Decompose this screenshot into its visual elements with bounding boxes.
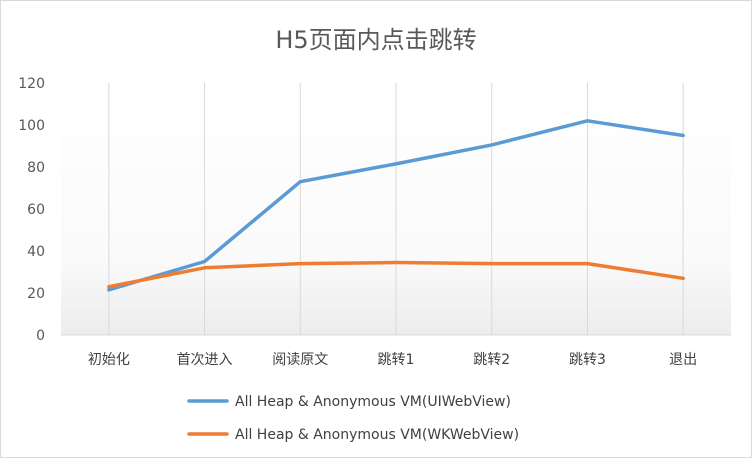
y-tick-label: 20 xyxy=(27,286,45,302)
y-tick-label: 0 xyxy=(36,328,45,344)
legend: All Heap & Anonymous VM(UIWebView) All He… xyxy=(187,394,519,443)
x-category-label: 跳转3 xyxy=(569,352,606,368)
data-point xyxy=(203,260,207,263)
x-category-label: 初始化 xyxy=(88,351,130,368)
x-category-label: 阅读原文 xyxy=(272,351,328,368)
data-point xyxy=(107,288,111,292)
data-point xyxy=(394,162,398,166)
x-axis-categories: 初始化 首次进入 阅读原文 跳转1 跳转2 跳转3 退出 xyxy=(88,351,697,368)
x-category-label: 跳转2 xyxy=(473,352,510,368)
data-point xyxy=(681,276,685,280)
y-tick-label: 80 xyxy=(27,160,45,176)
x-category-label: 首次进入 xyxy=(177,352,233,368)
data-point xyxy=(585,119,589,123)
data-point xyxy=(681,134,685,137)
legend-label: All Heap & Anonymous VM(UIWebView) xyxy=(235,394,511,410)
y-axis-ticks: 0 20 40 60 80 100 120 xyxy=(18,76,45,344)
y-tick-label: 40 xyxy=(27,244,45,260)
y-tick-label: 60 xyxy=(27,202,45,218)
y-tick-label: 120 xyxy=(18,76,45,92)
data-point xyxy=(490,143,494,147)
data-point xyxy=(298,262,302,266)
chart-title: H5页面内点击跳转 xyxy=(275,26,476,54)
legend-label: All Heap & Anonymous VM(WKWebView) xyxy=(235,427,519,443)
data-point xyxy=(203,266,207,270)
data-point xyxy=(298,180,302,184)
data-point xyxy=(585,262,589,266)
data-point xyxy=(394,261,398,265)
grid-layer xyxy=(61,83,731,336)
data-point xyxy=(490,262,494,266)
x-category-label: 退出 xyxy=(669,352,697,368)
y-tick-label: 100 xyxy=(18,118,45,134)
data-point xyxy=(107,285,111,289)
series-layer xyxy=(107,119,685,292)
x-category-label: 跳转1 xyxy=(378,352,415,368)
